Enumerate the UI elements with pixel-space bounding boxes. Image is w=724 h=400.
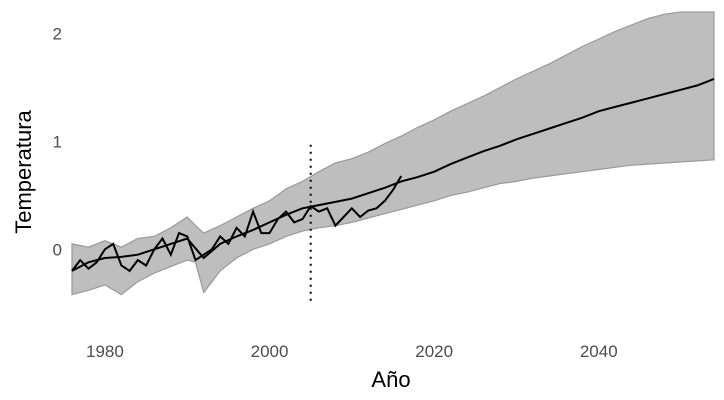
y-tick-labels: 0 1 2 [53,25,62,260]
x-tick-label: 1980 [86,342,124,361]
x-tick-labels: 1980 2000 2020 2040 [86,342,618,361]
x-tick-label: 2040 [580,342,618,361]
x-tick-label: 2000 [251,342,289,361]
y-tick-label: 1 [53,132,62,151]
x-tick-label: 2020 [415,342,453,361]
y-axis-title: Temperatura [11,109,36,233]
y-tick-label: 0 [53,240,62,259]
trend-line [71,77,715,272]
x-axis-title: Año [371,367,410,392]
uncertainty-band [71,11,715,296]
y-tick-label: 2 [53,25,62,44]
observed-line [71,175,403,273]
